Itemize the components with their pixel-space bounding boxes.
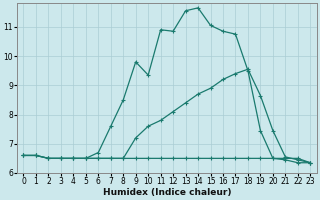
X-axis label: Humidex (Indice chaleur): Humidex (Indice chaleur) — [103, 188, 231, 197]
